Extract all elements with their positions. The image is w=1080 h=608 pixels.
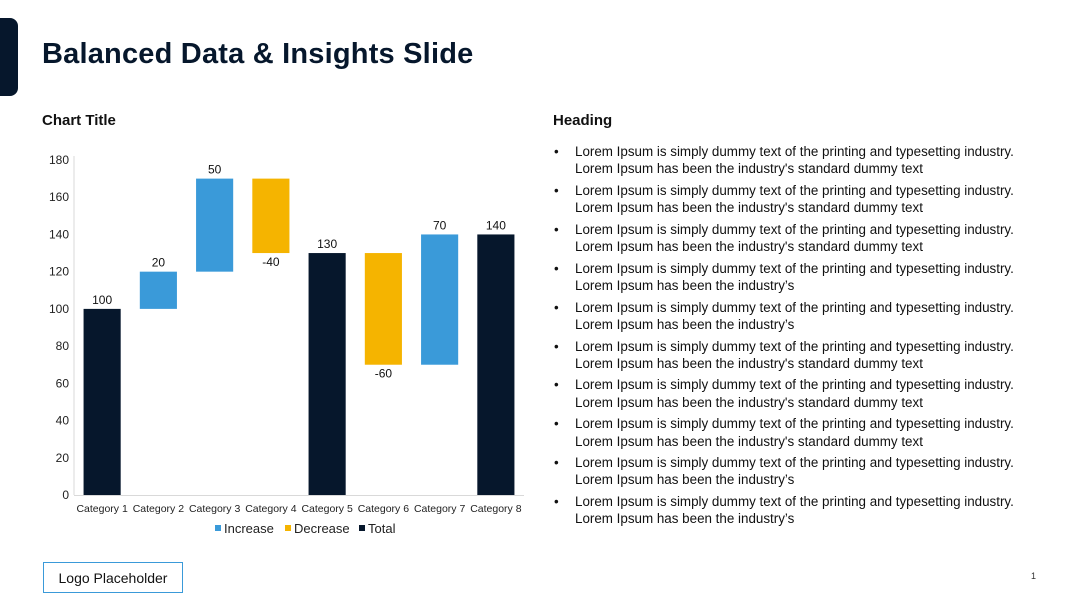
- y-tick-label: 100: [49, 302, 69, 316]
- bullet-item: • Lorem Ipsum is simply dummy text of the…: [554, 221, 1024, 255]
- legend-label: Increase: [224, 521, 274, 536]
- page-number: 1: [1031, 571, 1037, 581]
- y-tick-label: 60: [56, 376, 70, 390]
- bullet-item: • Lorem Ipsum is simply dummy text of the…: [554, 493, 1024, 527]
- bullet-dot-icon: •: [554, 338, 559, 354]
- bullet-text: Lorem Ipsum is simply dummy text of the …: [575, 221, 1014, 255]
- bullet-text: Lorem Ipsum is simply dummy text of the …: [575, 455, 1014, 488]
- legend-swatch: [215, 525, 221, 531]
- bullet-dot-icon: •: [554, 455, 559, 471]
- x-tick-label: Category 2: [133, 503, 185, 515]
- slide-title: Balanced Data & Insights Slide: [42, 38, 474, 70]
- insights-heading: Heading: [553, 112, 613, 129]
- waterfall-bar: [477, 234, 515, 495]
- waterfall-bar: [308, 253, 346, 495]
- x-tick-label: Category 7: [414, 503, 466, 515]
- bullet-text: Lorem Ipsum is simply dummy text of the …: [575, 338, 1014, 371]
- data-label: 130: [317, 237, 337, 251]
- waterfall-bar: [83, 308, 121, 495]
- chart-title: Chart Title: [42, 112, 116, 129]
- bullet-text: Lorem Ipsum is simply dummy text of the …: [575, 260, 1014, 293]
- insights-bullet-list: • Lorem Ipsum is simply dummy text of the…: [554, 143, 1024, 532]
- y-tick-label: 180: [49, 153, 69, 167]
- x-tick-label: Category 6: [358, 503, 410, 515]
- bullet-item: • Lorem Ipsum is simply dummy text of the…: [554, 299, 1024, 333]
- bullet-item: • Lorem Ipsum is simply dummy text of the…: [554, 182, 1024, 216]
- y-tick-label: 80: [56, 339, 70, 353]
- bullet-dot-icon: •: [554, 182, 559, 198]
- data-label: 140: [486, 218, 506, 232]
- bullet-dot-icon: •: [554, 377, 559, 393]
- bullet-item: • Lorem Ipsum is simply dummy text of the…: [554, 143, 1024, 177]
- waterfall-bar: [196, 178, 234, 272]
- bullet-dot-icon: •: [554, 299, 559, 315]
- bullet-text: Lorem Ipsum is simply dummy text of the …: [575, 182, 1014, 216]
- legend-swatch: [285, 525, 291, 531]
- legend-label: Decrease: [294, 521, 350, 536]
- bullet-item: • Lorem Ipsum is simply dummy text of the…: [554, 415, 1024, 449]
- bullet-dot-icon: •: [554, 144, 559, 159]
- x-tick-label: Category 8: [470, 503, 522, 515]
- data-label: 70: [433, 218, 447, 232]
- waterfall-bar: [421, 234, 459, 365]
- data-label: 20: [152, 256, 166, 270]
- y-tick-label: 20: [56, 451, 70, 465]
- bullet-text: Lorem Ipsum is simply dummy text of the …: [575, 377, 1014, 410]
- waterfall-bar: [364, 253, 402, 365]
- y-tick-label: 160: [49, 190, 69, 204]
- bullet-dot-icon: •: [554, 260, 559, 276]
- legend-swatch: [359, 525, 365, 531]
- y-tick-label: 40: [56, 414, 70, 428]
- x-tick-label: Category 4: [245, 503, 297, 515]
- bullet-item: • Lorem Ipsum is simply dummy text of the…: [554, 338, 1024, 372]
- x-tick-label: Category 3: [189, 503, 241, 515]
- y-tick-label: 140: [49, 227, 69, 241]
- waterfall-bar: [139, 271, 177, 309]
- bullet-dot-icon: •: [554, 416, 559, 432]
- title-accent-bar: [0, 18, 18, 96]
- data-label: 50: [208, 163, 222, 177]
- x-tick-label: Category 1: [76, 503, 128, 515]
- waterfall-bar: [252, 178, 290, 254]
- bullet-item: • Lorem Ipsum is simply dummy text of the…: [554, 260, 1024, 294]
- bullet-text: Lorem Ipsum is simply dummy text of the …: [575, 299, 1014, 332]
- data-label: -60: [375, 367, 393, 381]
- data-label: 100: [92, 293, 112, 307]
- bullet-text: Lorem Ipsum is simply dummy text of the …: [575, 416, 1014, 449]
- legend-label: Total: [368, 521, 396, 536]
- data-label: -40: [262, 255, 280, 269]
- bullet-dot-icon: •: [554, 221, 559, 237]
- waterfall-chart: 0 20 40 60 80 100 120 140 160 180 100 Category 1 20 C…: [49, 153, 524, 536]
- y-tick-label: 120: [49, 265, 69, 279]
- bullet-item: • Lorem Ipsum is simply dummy text of the…: [554, 376, 1024, 410]
- bullet-text: Lorem Ipsum is simply dummy text of the …: [575, 144, 1014, 177]
- bullet-text: Lorem Ipsum is simply dummy text of the …: [575, 494, 1014, 527]
- bullet-dot-icon: •: [554, 494, 559, 510]
- logo-placeholder: Logo Placeholder: [43, 562, 183, 593]
- x-tick-label: Category 5: [301, 503, 353, 515]
- bullet-item: • Lorem Ipsum is simply dummy text of the…: [554, 454, 1024, 488]
- y-tick-label: 0: [62, 488, 69, 502]
